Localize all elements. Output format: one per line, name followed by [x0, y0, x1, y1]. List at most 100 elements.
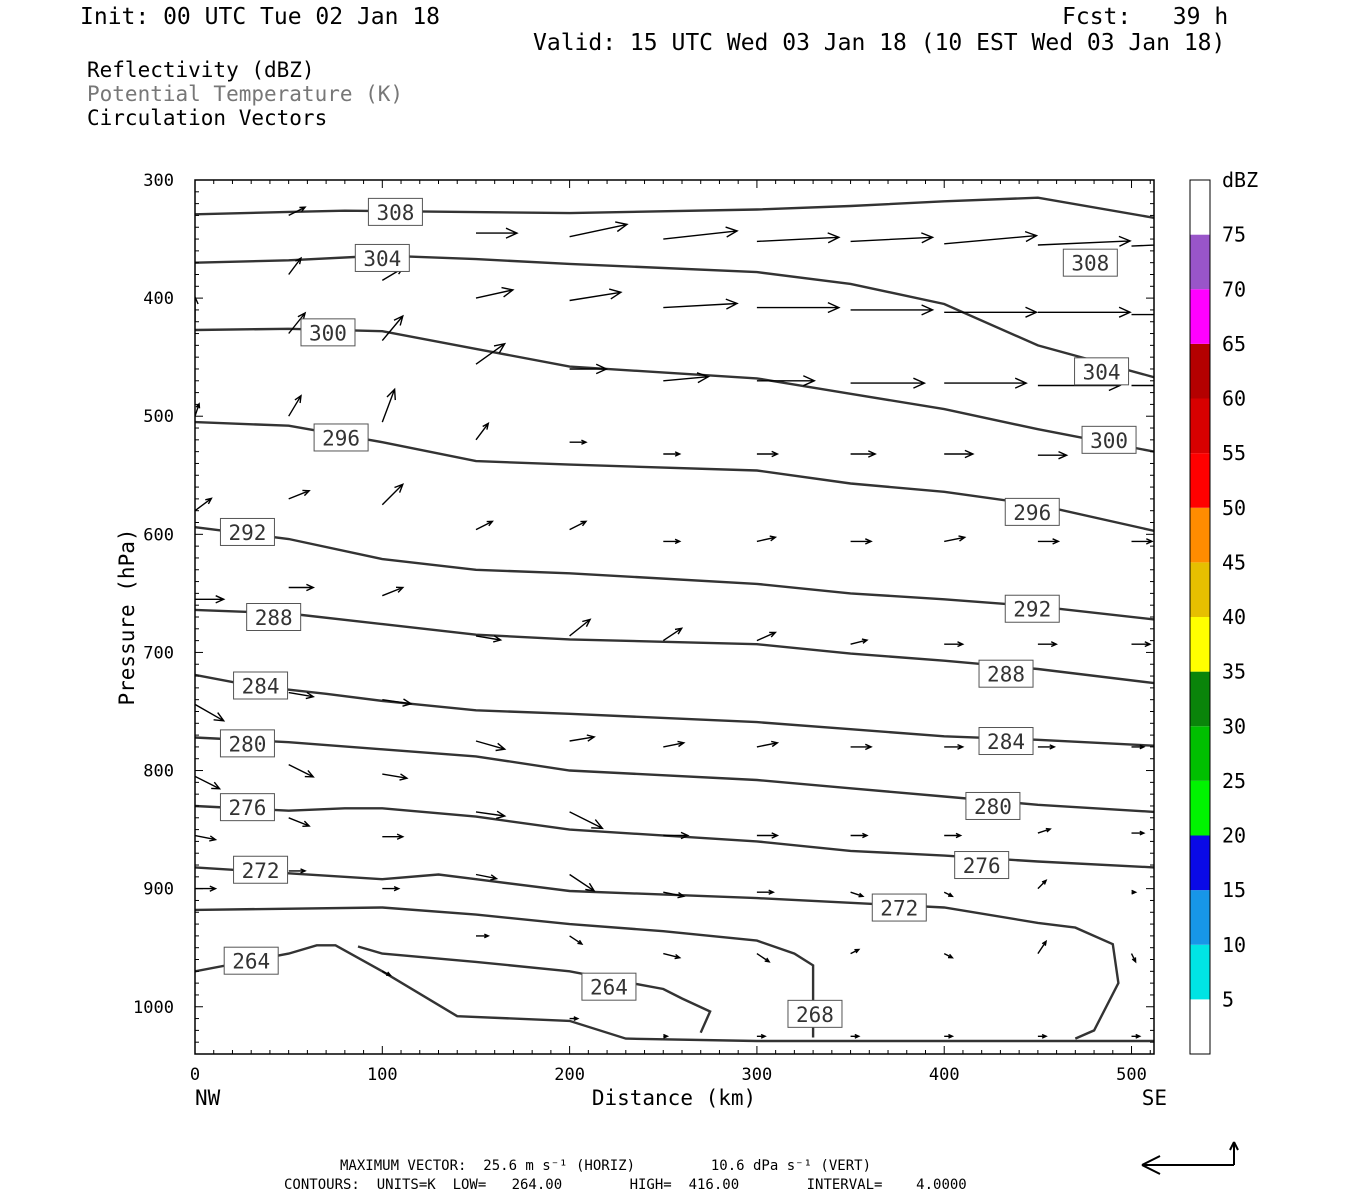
theta-contour-304: [195, 254, 1154, 379]
colorbar-label: 40: [1222, 605, 1246, 629]
y-tick-label: 400: [143, 289, 174, 309]
y-tick-label: 900: [143, 880, 174, 900]
circulation-vector: [195, 595, 226, 604]
contour-label-box: [233, 855, 289, 884]
circulation-vector: [1037, 879, 1048, 890]
contour-label: 272: [242, 859, 280, 883]
theta-contour-272: [195, 866, 1120, 1040]
contour-label-box: [1004, 594, 1060, 623]
valid-time: Valid: 15 UTC Wed 03 Jan 18 (10 EST Wed …: [533, 30, 1226, 56]
contour-label: 280: [228, 732, 266, 756]
contour-label: 300: [309, 321, 347, 345]
colorbar-unit: dBZ: [1222, 168, 1258, 192]
circulation-vector: [1131, 1033, 1142, 1039]
contour-label: 264: [590, 976, 628, 1000]
x-axis-title: Distance (km): [592, 1086, 756, 1110]
contour-label: 304: [363, 247, 401, 271]
colorbar-label: 75: [1222, 223, 1246, 247]
colorbar-label: 35: [1222, 660, 1246, 684]
circulation-vector: [475, 286, 515, 299]
circulation-vector: [944, 743, 965, 750]
colorbar-label: 30: [1222, 714, 1246, 738]
circulation-vector: [663, 831, 690, 840]
colorbar-label: 65: [1222, 332, 1246, 356]
contour-label: 276: [963, 854, 1001, 878]
colorbar-frame: [1189, 179, 1211, 1055]
circulation-vector: [756, 232, 841, 244]
colorbar-bin: [1190, 671, 1210, 727]
contour-label: 292: [1013, 598, 1051, 622]
circulation-vector: [1131, 538, 1154, 545]
contour-label-box: [965, 791, 1021, 820]
contour-label-box: [1062, 248, 1118, 277]
circulation-vector: [475, 422, 490, 441]
contour-label-box: [219, 793, 275, 822]
circulation-vector: [663, 952, 682, 960]
contour-label-box: [787, 999, 843, 1028]
theta-contour-284: [195, 673, 1154, 747]
circulation-vector: [850, 891, 865, 898]
circulation-vector: [475, 635, 503, 643]
contour-label: 268: [796, 1003, 834, 1027]
y-tick-label: 700: [143, 643, 174, 663]
y-axis-title: Pressure (hPa): [115, 528, 139, 705]
circulation-vector: [944, 535, 967, 543]
circulation-vector: [944, 377, 1028, 389]
circulation-vector: [381, 314, 404, 342]
contour-label: 288: [255, 606, 293, 630]
x-end-right-label: SE: [1142, 1086, 1167, 1110]
circulation-vector: [569, 873, 596, 892]
circulation-vector: [1037, 538, 1061, 545]
colorbar-bin: [1190, 234, 1210, 290]
circulation-vector: [569, 811, 604, 830]
contour-info: CONTOURS: UNITS=K LOW= 264.00 HIGH= 416.…: [284, 1177, 967, 1193]
circulation-vector: [850, 538, 873, 545]
circulation-vector: [1037, 235, 1132, 247]
circulation-vector: [382, 773, 409, 781]
circulation-vector: [850, 638, 869, 645]
circulation-vector: [288, 691, 315, 700]
circulation-vector: [195, 834, 218, 842]
x-tick-label: 300: [742, 1065, 773, 1085]
colorbar-bin: [1190, 453, 1210, 508]
circulation-vector: [756, 301, 841, 314]
circulation-vector: [1037, 450, 1069, 460]
colorbar-label: 50: [1222, 496, 1246, 520]
contour-label-box: [223, 946, 279, 975]
contour-label: 288: [987, 663, 1025, 687]
circulation-vector: [475, 520, 494, 531]
circulation-vector: [1037, 1033, 1048, 1039]
contour-label-box: [313, 423, 369, 452]
circulation-vector: [569, 1016, 580, 1022]
contour-label-box: [219, 517, 275, 546]
x-end-left-label: NW: [195, 1086, 221, 1110]
contour-label-box: [219, 729, 275, 758]
circulation-vector: [569, 935, 584, 946]
colorbar-bin: [1190, 835, 1210, 891]
circulation-vector: [944, 449, 975, 459]
colorbar-label: 25: [1222, 769, 1246, 793]
circulation-vector: [381, 970, 393, 977]
circulation-vector: [195, 775, 222, 790]
colorbar-bin: [1190, 180, 1210, 235]
circulation-vector: [1037, 744, 1057, 750]
y-tick-label: 300: [143, 171, 174, 191]
circulation-vector: [476, 227, 519, 239]
circulation-vector: [756, 740, 780, 748]
contour-label-box: [978, 727, 1034, 756]
circulation-vector: [1131, 641, 1152, 648]
contour-label-box: [1004, 497, 1060, 526]
circulation-vector: [850, 743, 873, 751]
contour-label: 284: [242, 675, 280, 699]
colorbar-label: 45: [1222, 550, 1246, 574]
colorbar-label: 10: [1222, 933, 1246, 957]
contour-label-box: [954, 851, 1010, 880]
max-vector-note: MAXIMUM VECTOR: 25.6 m s⁻¹ (HORIZ) 10.6 …: [340, 1158, 872, 1174]
circulation-vector: [382, 833, 405, 840]
colorbar-label: 20: [1222, 824, 1246, 848]
circulation-vector: [756, 535, 778, 543]
circulation-vector: [569, 520, 588, 531]
contour-label: 292: [228, 521, 266, 545]
contour-label: 296: [1013, 501, 1051, 525]
